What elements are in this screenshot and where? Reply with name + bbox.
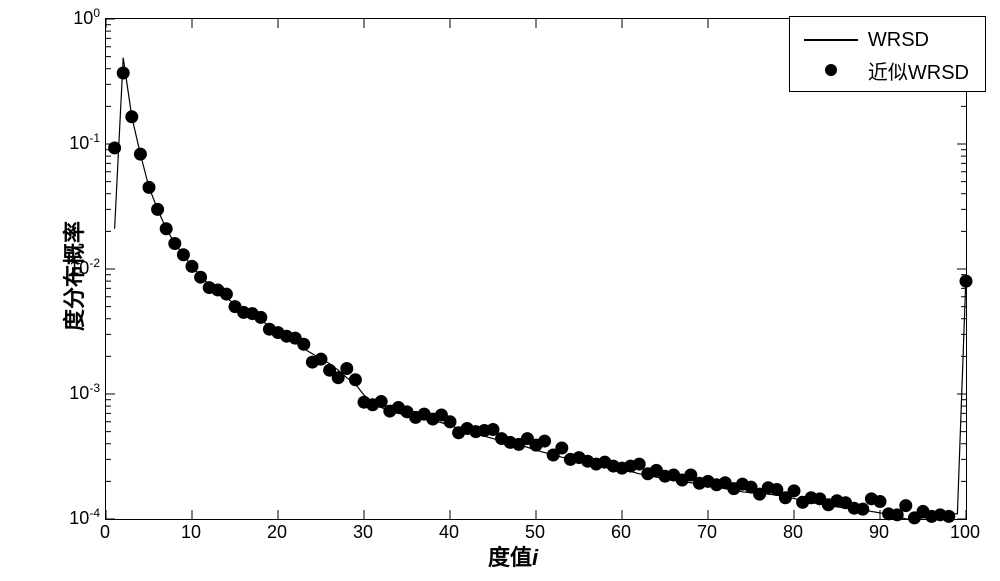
- series-marker-approx-wrsd: [899, 499, 912, 512]
- series-marker-approx-wrsd: [108, 141, 121, 154]
- series-marker-approx-wrsd: [349, 373, 362, 386]
- legend-label-marker: 近似WRSD: [868, 56, 969, 85]
- x-tick-label: 70: [697, 522, 717, 543]
- series-marker-approx-wrsd: [254, 311, 267, 324]
- x-tick-label: 0: [100, 522, 110, 543]
- legend-item-marker: 近似WRSD: [804, 55, 969, 85]
- series-marker-approx-wrsd: [168, 237, 181, 250]
- x-tick-label: 90: [869, 522, 889, 543]
- series-marker-approx-wrsd: [134, 148, 147, 161]
- x-tick-label: 100: [950, 522, 980, 543]
- series-marker-approx-wrsd: [538, 435, 551, 448]
- legend-item-line: WRSD: [804, 25, 969, 55]
- series-marker-approx-wrsd: [297, 338, 310, 351]
- series-marker-approx-wrsd: [151, 203, 164, 216]
- x-tick-label: 30: [353, 522, 373, 543]
- series-marker-approx-wrsd: [177, 248, 190, 261]
- x-tick-label: 40: [439, 522, 459, 543]
- x-tick-label: 80: [783, 522, 803, 543]
- legend-dot-swatch: [804, 58, 858, 82]
- series-marker-approx-wrsd: [444, 415, 457, 428]
- y-tick-label: 10-2: [69, 256, 100, 279]
- series-marker-approx-wrsd: [194, 271, 207, 284]
- x-tick-label: 10: [181, 522, 201, 543]
- legend-label-line: WRSD: [868, 29, 929, 52]
- y-tick-label: 10-4: [69, 506, 100, 529]
- series-marker-approx-wrsd: [788, 484, 801, 497]
- y-tick-label: 100: [73, 6, 100, 29]
- series-marker-approx-wrsd: [874, 495, 887, 508]
- series-marker-approx-wrsd: [143, 181, 156, 194]
- series-marker-approx-wrsd: [942, 510, 955, 523]
- series-marker-approx-wrsd: [186, 260, 199, 273]
- x-tick-label: 50: [525, 522, 545, 543]
- series-marker-approx-wrsd: [340, 362, 353, 375]
- series-marker-approx-wrsd: [960, 275, 973, 288]
- chart-svg: [106, 19, 966, 519]
- x-tick-label: 60: [611, 522, 631, 543]
- series-marker-approx-wrsd: [220, 288, 233, 301]
- series-marker-approx-wrsd: [315, 353, 328, 366]
- x-tick-label: 20: [267, 522, 287, 543]
- series-marker-approx-wrsd: [555, 441, 568, 454]
- plot-area: [105, 18, 967, 520]
- series-marker-approx-wrsd: [160, 222, 173, 235]
- legend-line-swatch: [804, 28, 858, 52]
- series-marker-approx-wrsd: [633, 458, 646, 471]
- series-marker-approx-wrsd: [856, 503, 869, 516]
- legend: WRSD 近似WRSD: [789, 16, 986, 92]
- series-marker-approx-wrsd: [117, 66, 130, 79]
- series-marker-approx-wrsd: [125, 110, 138, 123]
- y-tick-label: 10-1: [69, 131, 100, 154]
- x-axis-label: 度值i: [488, 540, 538, 572]
- y-tick-label: 10-3: [69, 381, 100, 404]
